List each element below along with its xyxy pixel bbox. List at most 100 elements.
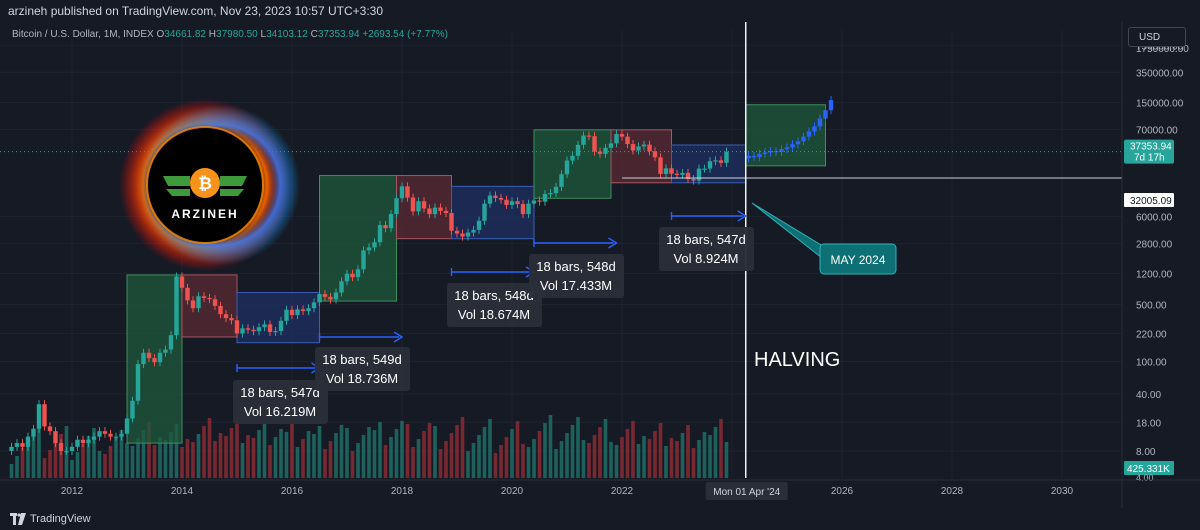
- range-label-vol: Vol 8.924M: [673, 251, 738, 266]
- volume-bar: [724, 442, 729, 478]
- candle-body: [828, 100, 834, 111]
- candle-body: [91, 436, 97, 440]
- candle-body: [476, 220, 482, 230]
- volume-bar: [625, 429, 630, 478]
- candle-body: [526, 203, 531, 215]
- candle-body: [20, 443, 25, 447]
- candle-body: [465, 232, 471, 237]
- range-label-vol: Vol 16.219M: [244, 404, 316, 419]
- open-value: 34661.82: [164, 29, 206, 40]
- candle-body: [421, 201, 427, 209]
- volume-bar: [433, 426, 437, 478]
- halving-label: HALVING: [754, 349, 840, 371]
- candle-body: [53, 431, 58, 444]
- candle-body: [548, 193, 553, 195]
- volume-bar: [86, 436, 91, 478]
- volume-bar: [609, 442, 613, 478]
- candle-body: [509, 201, 515, 205]
- volume-bar: [273, 437, 278, 478]
- candle-body: [702, 168, 707, 170]
- volume-bar: [42, 458, 47, 478]
- candle-body: [795, 141, 801, 145]
- may-callout-pointer: [751, 202, 827, 259]
- candle-body: [97, 431, 102, 437]
- volume-bar: [587, 443, 591, 478]
- y-tick-label: 1200.00: [1136, 269, 1173, 280]
- range-box-blue: [236, 292, 320, 344]
- candle-body: [790, 144, 795, 148]
- volume-bar: [284, 432, 289, 478]
- volume-bar: [565, 433, 569, 478]
- candle-body: [817, 118, 823, 127]
- candle-body: [311, 302, 317, 309]
- price-badge-value: 37353.94: [1130, 142, 1172, 153]
- volume-bar: [136, 438, 140, 478]
- volume-bar: [708, 435, 712, 478]
- candle-body: [498, 197, 504, 200]
- candle-body: [603, 147, 608, 154]
- candle-body: [196, 296, 201, 309]
- volume-bar: [185, 439, 190, 478]
- candle-body: [322, 294, 328, 297]
- volume-bar: [675, 441, 679, 478]
- volume-bar: [537, 431, 542, 478]
- candle-body: [504, 199, 509, 205]
- range-box-red: [610, 129, 672, 184]
- volume-bar: [515, 421, 520, 478]
- volume-bar: [548, 415, 553, 478]
- candle-body: [157, 352, 163, 363]
- candle-body: [482, 203, 487, 221]
- currency-button[interactable]: USD: [1128, 27, 1186, 47]
- candle-body: [86, 439, 91, 444]
- volume-bar: [130, 446, 135, 478]
- candle-body: [141, 352, 146, 365]
- candle-body: [564, 160, 570, 175]
- y-tick-label: 150000.00: [1136, 98, 1184, 109]
- candle-body: [377, 225, 383, 243]
- x-tick-label: 2014: [171, 486, 194, 497]
- tradingview-brand: TradingView: [30, 513, 91, 525]
- candle-body: [537, 200, 542, 202]
- volume-bar: [224, 436, 228, 478]
- candle-body: [487, 195, 493, 204]
- candle-body: [64, 451, 69, 453]
- range-label-box: [233, 380, 328, 424]
- range-label-bars: 18 bars, 549d: [322, 352, 402, 367]
- volume-bar: [81, 444, 85, 478]
- volume-bar: [686, 425, 690, 478]
- candle-body: [317, 294, 322, 303]
- candle-body: [812, 126, 817, 132]
- volume-bar: [444, 441, 448, 478]
- range-box-red: [181, 274, 238, 338]
- candle-body: [652, 151, 658, 158]
- y-tick-label: 100.00: [1136, 357, 1167, 368]
- x-tick-label: 2012: [61, 486, 84, 497]
- candle-body: [636, 146, 641, 151]
- volume-bar: [427, 423, 432, 478]
- volume-bar: [169, 432, 173, 478]
- volume-bar: [719, 419, 723, 478]
- candle-body: [102, 431, 108, 434]
- candle-body: [427, 208, 432, 215]
- candle-body: [306, 308, 311, 312]
- candle-body: [614, 134, 619, 144]
- volume-bar: [477, 435, 481, 478]
- logo-text: ARZINEH: [171, 207, 238, 221]
- volume-bars: [9, 415, 729, 478]
- volume-bar: [70, 460, 74, 478]
- volume-bar: [713, 427, 718, 478]
- volume-bar: [158, 437, 162, 478]
- volume-bar: [367, 427, 371, 478]
- volume-bar: [317, 426, 322, 478]
- candle-body: [630, 144, 636, 151]
- candle-body: [669, 168, 674, 174]
- candle-body: [174, 276, 179, 336]
- volume-bar: [103, 454, 107, 478]
- x-tick-label: 2030: [1051, 486, 1074, 497]
- y-tick-label: 40.00: [1136, 390, 1161, 401]
- volume-bar: [306, 431, 311, 478]
- candle-body: [168, 335, 174, 350]
- volume-bar: [180, 447, 184, 478]
- volume-badge-label: 425.331K: [1127, 464, 1170, 475]
